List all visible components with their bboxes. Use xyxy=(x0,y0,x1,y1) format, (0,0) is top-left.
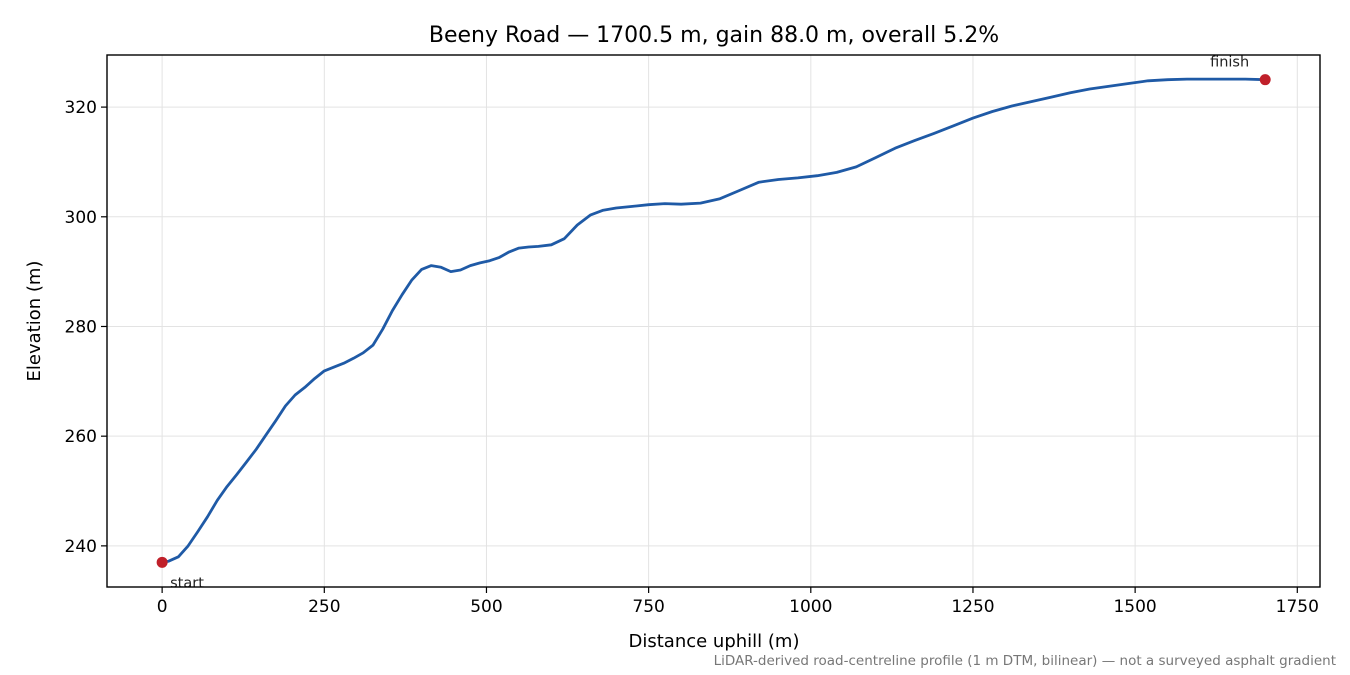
x-tick-label: 750 xyxy=(632,597,664,617)
finish-label: finish xyxy=(1210,55,1249,71)
finish-marker xyxy=(1259,74,1271,86)
chart-title: Beeny Road — 1700.5 m, gain 88.0 m, over… xyxy=(429,23,999,48)
y-tick-label: 280 xyxy=(65,317,97,337)
y-axis-label: Elevation (m) xyxy=(24,261,45,382)
x-tick-label: 1250 xyxy=(951,597,994,617)
axis-ticks: 0 250 500 750 1000 1250 1500 1750 240 260 280 300 32… xyxy=(65,98,1319,617)
x-tick-label: 0 xyxy=(157,597,168,617)
y-tick-label: 300 xyxy=(65,208,97,228)
x-tick-label: 250 xyxy=(308,597,340,617)
x-tick-label: 500 xyxy=(470,597,502,617)
x-tick-label: 1500 xyxy=(1113,597,1156,617)
elevation-line xyxy=(160,77,1267,564)
y-tick-label: 320 xyxy=(65,98,97,118)
series-layer: start finish xyxy=(156,55,1271,591)
x-tick-label: 1750 xyxy=(1276,597,1319,617)
y-tick-label: 260 xyxy=(65,427,97,447)
footnote: LiDAR-derived road-centreline profile (1… xyxy=(714,653,1336,669)
x-tick-label: 1000 xyxy=(789,597,832,617)
start-marker xyxy=(156,556,168,568)
grid xyxy=(107,55,1320,587)
y-tick-label: 240 xyxy=(65,537,97,557)
plot-frame xyxy=(106,54,1321,588)
start-label: start xyxy=(170,575,204,591)
x-axis-label: Distance uphill (m) xyxy=(629,631,800,652)
